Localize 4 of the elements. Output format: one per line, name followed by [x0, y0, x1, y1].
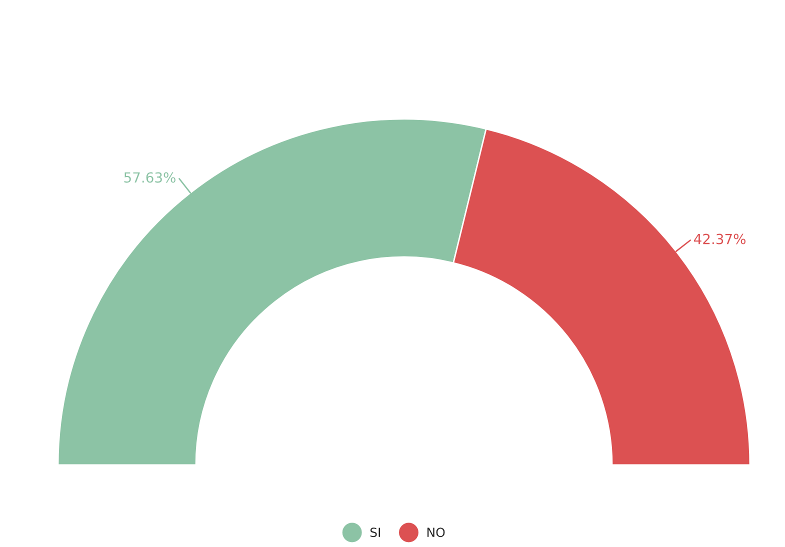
legend-label: NO	[427, 528, 445, 538]
data-label: 42.37%	[694, 234, 746, 244]
data-label: 57.63%	[124, 172, 176, 183]
legend-label: SI	[370, 528, 380, 538]
